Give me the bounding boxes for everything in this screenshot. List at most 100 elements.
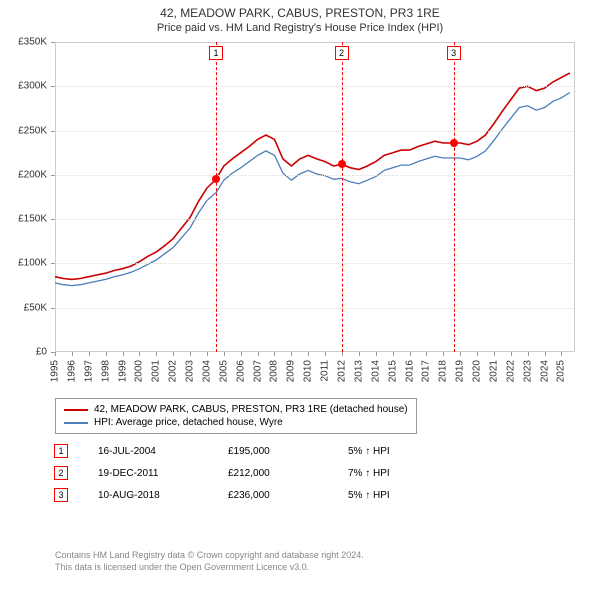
transaction-price: £212,000 [228,468,318,479]
legend: 42, MEADOW PARK, CABUS, PRESTON, PR3 1RE… [55,398,417,434]
x-axis-label: 2025 [556,360,567,382]
legend-label: 42, MEADOW PARK, CABUS, PRESTON, PR3 1RE… [94,404,408,415]
x-axis-label: 2000 [134,360,145,382]
transaction-delta: 5% ↑ HPI [348,490,390,501]
y-axis-label: £0 [0,347,47,358]
x-axis-label: 1997 [83,360,94,382]
transaction-row: 3 10-AUG-2018 £236,000 5% ↑ HPI [54,484,390,506]
x-axis-label: 2010 [303,360,314,382]
x-tick [156,352,157,356]
transaction-price: £236,000 [228,490,318,501]
x-tick [123,352,124,356]
transaction-date: 19-DEC-2011 [98,468,198,479]
x-axis-label: 2004 [201,360,212,382]
x-tick [207,352,208,356]
footer-attribution: Contains HM Land Registry data © Crown c… [55,550,364,573]
marker-dot [338,160,346,168]
x-axis-label: 2008 [269,360,280,382]
x-tick [291,352,292,356]
x-axis-label: 2023 [522,360,533,382]
series-line [55,93,570,286]
marker-dot [212,175,220,183]
x-axis-label: 1996 [66,360,77,382]
marker-line [216,42,217,352]
legend-label: HPI: Average price, detached house, Wyre [94,417,283,428]
x-tick [106,352,107,356]
legend-swatch [64,409,88,411]
y-axis-label: £350K [0,37,47,48]
x-axis-label: 1999 [117,360,128,382]
y-axis-label: £300K [0,81,47,92]
x-axis-label: 2017 [421,360,432,382]
gridline-h [55,308,575,309]
x-tick [173,352,174,356]
x-tick [511,352,512,356]
marker-line [454,42,455,352]
y-tick [51,308,55,309]
x-axis-label: 2002 [168,360,179,382]
x-tick [258,352,259,356]
x-tick [410,352,411,356]
x-axis-label: 2001 [151,360,162,382]
transaction-price: £195,000 [228,446,318,457]
marker-dot [450,139,458,147]
x-axis-label: 2013 [353,360,364,382]
y-tick [51,219,55,220]
series-line [55,73,570,279]
x-tick [89,352,90,356]
transactions-table: 116-JUL-2004£195,0005% ↑ HPI219-DEC-2011… [54,440,390,506]
footer-line2: This data is licensed under the Open Gov… [55,562,364,574]
y-tick [51,263,55,264]
transaction-date: 10-AUG-2018 [98,490,198,501]
y-tick [51,175,55,176]
x-tick [241,352,242,356]
x-axis-label: 2020 [472,360,483,382]
transaction-marker: 3 [54,488,68,502]
x-tick [325,352,326,356]
marker-label: 2 [335,46,349,60]
x-axis-label: 1998 [100,360,111,382]
x-tick [359,352,360,356]
gridline-h [55,86,575,87]
x-tick [190,352,191,356]
x-axis-label: 1995 [50,360,61,382]
gridline-h [55,219,575,220]
x-tick [561,352,562,356]
gridline-h [55,175,575,176]
x-tick [494,352,495,356]
transaction-delta: 7% ↑ HPI [348,468,390,479]
x-axis-label: 2006 [235,360,246,382]
x-axis-label: 2005 [218,360,229,382]
x-axis-label: 2016 [404,360,415,382]
x-tick [393,352,394,356]
x-tick [308,352,309,356]
footer-line1: Contains HM Land Registry data © Crown c… [55,550,364,562]
x-tick [139,352,140,356]
x-tick [443,352,444,356]
y-axis-label: £200K [0,169,47,180]
transaction-date: 16-JUL-2004 [98,446,198,457]
gridline-h [55,131,575,132]
transaction-marker: 2 [54,466,68,480]
x-axis-label: 2014 [370,360,381,382]
x-tick [342,352,343,356]
marker-label: 3 [447,46,461,60]
x-tick [545,352,546,356]
y-tick [51,86,55,87]
y-axis-label: £150K [0,214,47,225]
x-tick [528,352,529,356]
x-tick [477,352,478,356]
gridline-h [55,263,575,264]
legend-row: HPI: Average price, detached house, Wyre [64,416,408,429]
x-axis-label: 2011 [320,360,331,382]
x-tick [426,352,427,356]
transaction-delta: 5% ↑ HPI [348,446,390,457]
x-axis-label: 2012 [337,360,348,382]
x-axis-label: 2021 [488,360,499,382]
marker-line [342,42,343,352]
marker-label: 1 [209,46,223,60]
x-tick [55,352,56,356]
y-axis-label: £50K [0,302,47,313]
x-axis-label: 2019 [455,360,466,382]
x-tick [274,352,275,356]
